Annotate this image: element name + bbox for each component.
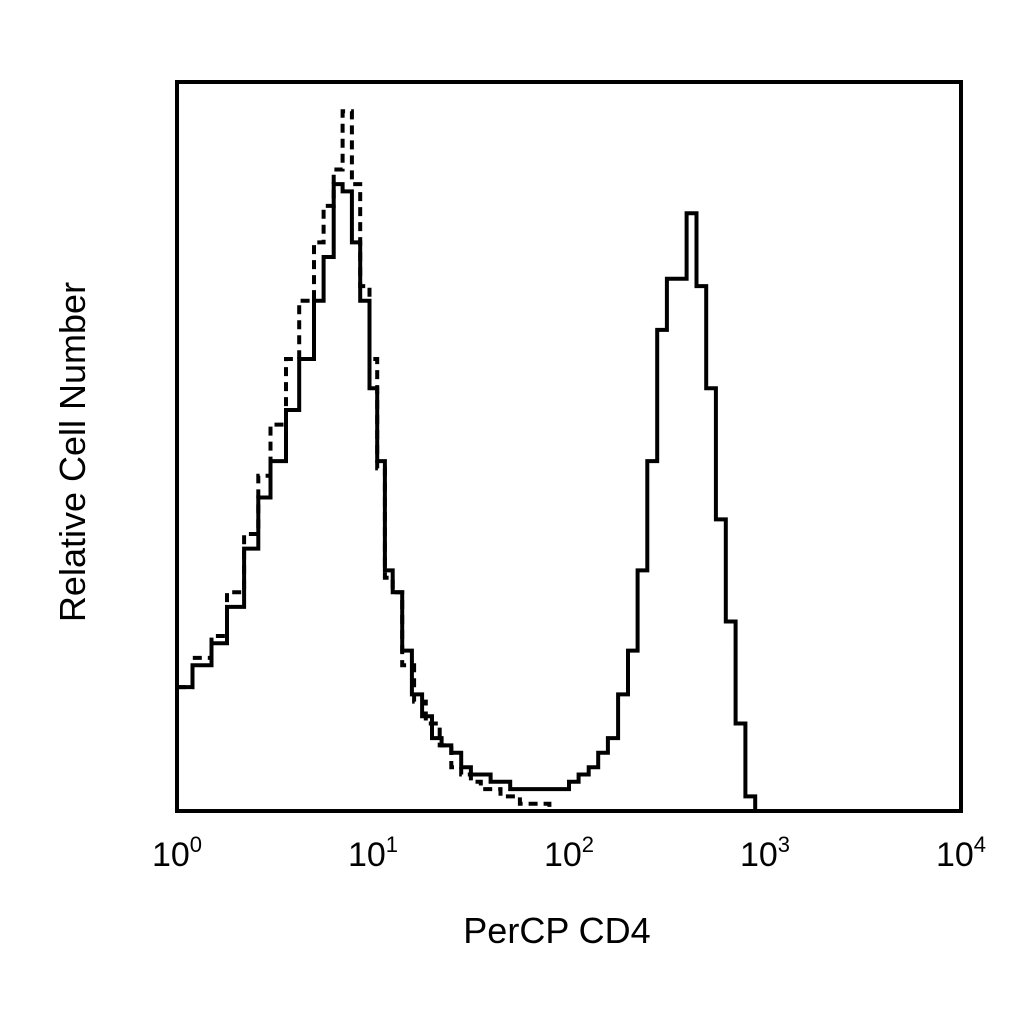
x-tick-label-3: 103 bbox=[740, 832, 790, 874]
x-axis-ticks: 100 101 102 103 104 bbox=[152, 832, 986, 874]
x-tick-label-1: 101 bbox=[348, 832, 398, 874]
series-layer bbox=[177, 109, 758, 813]
x-tick-label-4: 104 bbox=[936, 832, 986, 874]
series-dashed-line bbox=[177, 109, 560, 813]
plot-frame bbox=[175, 80, 963, 813]
y-axis-title: Relative Cell Number bbox=[52, 282, 93, 622]
series-solid-line bbox=[177, 182, 758, 811]
x-tick-label-0: 100 bbox=[152, 832, 202, 874]
x-tick-label-2: 102 bbox=[544, 832, 594, 874]
x-axis-title: PerCP CD4 bbox=[463, 910, 650, 951]
